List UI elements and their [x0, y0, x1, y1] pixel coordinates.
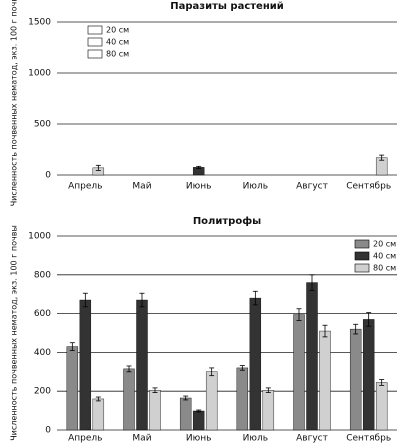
y-tick-label: 0 [45, 426, 51, 436]
x-tick-label: Май [132, 182, 151, 192]
x-tick-label: Апрель [68, 182, 102, 192]
bar [123, 368, 135, 431]
y-tick-label: 800 [34, 270, 51, 280]
bar [319, 330, 331, 431]
x-tick-label: Сентябрь [346, 434, 391, 444]
legend-label: 40 см [373, 252, 396, 261]
chart-title: Паразиты растений [170, 1, 284, 12]
x-tick-label: Июль [243, 182, 268, 192]
bar [362, 319, 375, 431]
bar [66, 346, 79, 431]
bar [79, 299, 92, 431]
y-tick-label: 500 [34, 120, 51, 130]
bar [179, 397, 192, 431]
x-tick-label: Май [132, 434, 151, 444]
legend-swatch [354, 239, 370, 249]
legend-swatch [354, 263, 370, 273]
y-tick-label: 200 [34, 387, 51, 397]
x-tick-label: Апрель [68, 434, 102, 444]
y-axis-label: Численность почвенных нематод, экз. 100 … [10, 0, 19, 206]
x-tick-label: Август [296, 182, 328, 192]
bar [262, 390, 275, 431]
y-tick-label: 400 [34, 348, 51, 358]
bar [92, 398, 105, 431]
x-tick-label: Июль [243, 434, 268, 444]
x-tick-label: Сентябрь [346, 182, 391, 192]
bar [236, 367, 249, 431]
y-tick-label: 1000 [28, 232, 51, 242]
y-tick-label: 0 [45, 171, 51, 181]
bar [249, 297, 262, 431]
bar [375, 382, 388, 431]
legend-label: 80 см [373, 264, 396, 273]
legend-label: 20 см [106, 26, 129, 35]
legend-swatch [354, 251, 370, 261]
x-tick-label: Июнь [186, 434, 212, 444]
y-tick-label: 600 [34, 309, 51, 319]
legend-swatch [87, 49, 103, 59]
y-tick-label: 1500 [28, 18, 51, 28]
chart-title: Политрофы [193, 215, 261, 227]
bar [349, 328, 362, 431]
legend-swatch [87, 25, 103, 35]
legend-label: 40 см [106, 38, 129, 47]
bar [136, 299, 148, 431]
bar [293, 314, 305, 431]
bar [149, 390, 161, 431]
legend-label: 20 см [373, 240, 396, 249]
bar [306, 282, 318, 431]
x-tick-label: Июнь [186, 182, 212, 192]
bar [205, 371, 218, 431]
y-axis-label: Численность почвенных нематод, экз. 100 … [10, 225, 19, 441]
legend-swatch [87, 37, 103, 47]
legend-label: 80 см [106, 50, 129, 59]
y-tick-label: 1000 [28, 69, 51, 79]
x-tick-label: Август [296, 434, 328, 444]
bar [192, 410, 205, 431]
